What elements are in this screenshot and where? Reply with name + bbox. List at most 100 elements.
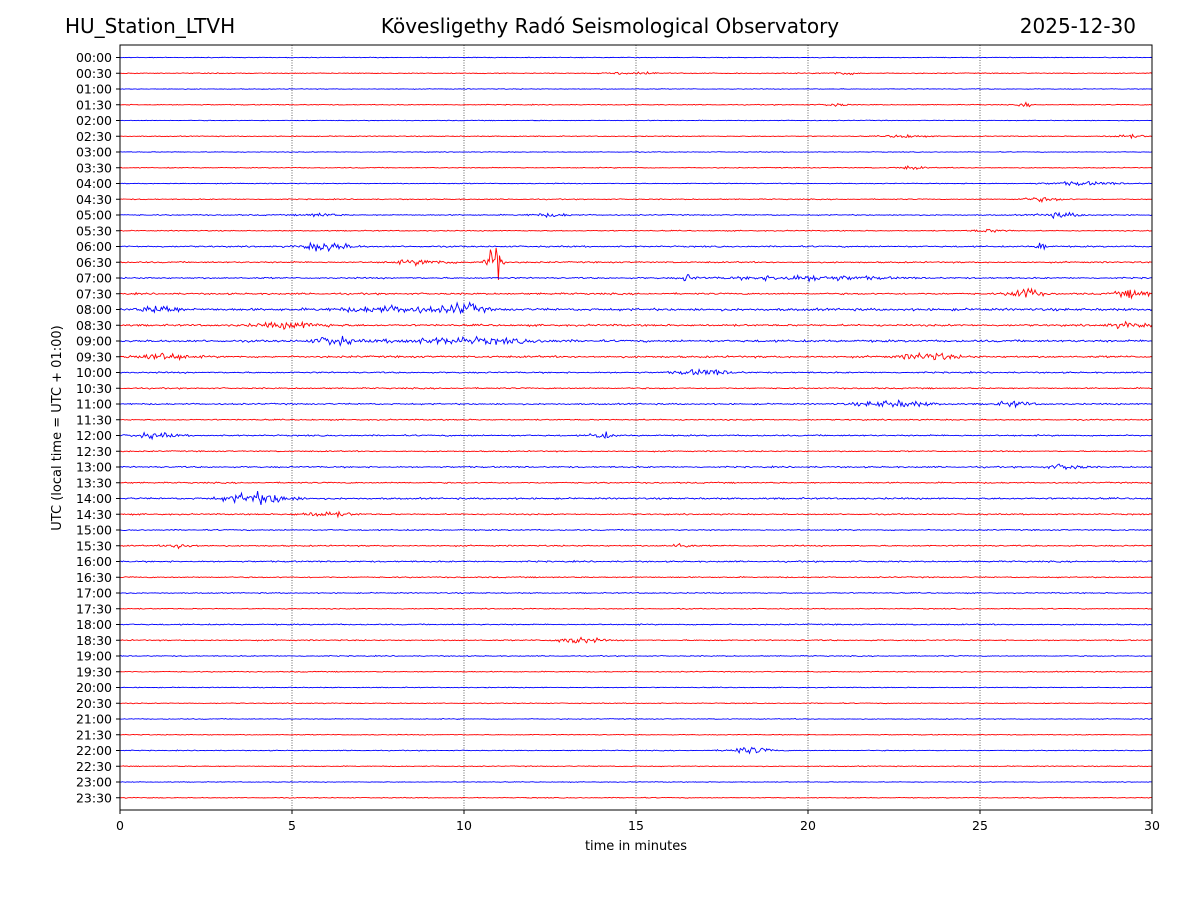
trace-1600 [119,559,1153,564]
trace-2200 [119,746,1153,755]
y-tick-label: 13:00 [76,460,112,475]
trace-2330 [119,796,1153,799]
trace-1230 [119,449,1153,453]
trace-1900 [119,654,1153,658]
y-tick-label: 19:30 [76,664,112,679]
y-tick-label: 10:00 [76,365,112,380]
y-tick-label: 15:30 [76,538,112,553]
x-tick-label: 30 [1144,818,1160,833]
x-tick-label: 10 [456,818,472,833]
trace-2000 [119,686,1153,689]
trace-0830 [119,320,1153,331]
y-axis-label: UTC (local time = UTC + 01:00) [50,325,65,530]
x-tick-label: 20 [800,818,816,833]
y-tick-label: 23:30 [76,790,112,805]
x-tick-label: 0 [116,818,124,833]
x-axis-ticks: 0 5 10 15 20 25 30 [116,810,1160,833]
y-tick-label: 18:00 [76,617,112,632]
y-tick-label: 01:30 [76,97,112,112]
trace-1400 [119,491,1153,505]
y-tick-label: 21:00 [76,712,112,727]
y-tick-label: 05:00 [76,208,112,223]
trace-1930 [119,670,1153,673]
trace-1800 [119,623,1153,626]
trace-0000 [119,56,1153,59]
trace-0630 [119,247,1153,280]
y-tick-label: 20:30 [76,696,112,711]
trace-0130 [119,101,1153,108]
trace-1330 [119,481,1153,485]
trace-1530 [119,542,1153,550]
y-tick-label: 08:00 [76,302,112,317]
trace-0030 [119,71,1153,76]
y-tick-label: 00:00 [76,50,112,65]
trace-0200 [119,119,1153,122]
y-tick-label: 13:30 [76,475,112,490]
seismic-traces [119,56,1153,799]
trace-1030 [119,386,1153,390]
trace-1730 [119,607,1153,610]
y-tick-label: 05:30 [76,223,112,238]
y-tick-label: 10:30 [76,381,112,396]
y-tick-label: 20:00 [76,680,112,695]
y-tick-label: 15:00 [76,523,112,538]
trace-2030 [119,702,1153,705]
y-tick-label: 04:30 [76,192,112,207]
trace-1630 [119,575,1153,579]
y-tick-label: 06:30 [76,255,112,270]
trace-1500 [119,528,1152,532]
trace-1700 [120,591,1153,595]
y-tick-label: 07:00 [76,271,112,286]
trace-0330 [119,165,1153,171]
x-tick-label: 5 [288,818,296,833]
y-tick-label: 09:30 [76,349,112,364]
y-tick-label: 09:00 [76,334,112,349]
trace-1430 [119,510,1153,519]
y-tick-label: 23:00 [76,775,112,790]
trace-1100 [119,399,1153,409]
trace-0700 [119,273,1153,283]
trace-0930 [119,351,1153,362]
y-tick-label: 11:00 [76,397,112,412]
observatory-title: Kövesligethy Radó Seismological Observat… [380,14,840,38]
trace-0100 [119,88,1153,90]
y-tick-label: 16:30 [76,570,112,585]
trace-2100 [119,717,1153,721]
trace-0230 [119,133,1153,140]
x-tick-label: 25 [972,818,988,833]
y-tick-label: 03:30 [76,160,112,175]
trace-0430 [119,197,1153,204]
y-tick-label: 12:30 [76,444,112,459]
y-tick-label: 00:30 [76,66,112,81]
station-name: HU_Station_LTVH [65,14,236,38]
trace-0730 [119,287,1153,300]
y-tick-label: 21:30 [76,727,112,742]
y-tick-label: 07:30 [76,286,112,301]
trace-0900 [119,335,1153,347]
y-tick-label: 17:30 [76,601,112,616]
trace-0500 [119,211,1153,220]
trace-0530 [119,228,1153,234]
y-axis-ticks: 00:0000:3001:0001:3002:0002:3003:0003:30… [76,50,120,805]
trace-2130 [119,733,1153,736]
trace-0300 [119,151,1153,153]
y-tick-label: 12:00 [76,428,112,443]
x-tick-label: 15 [628,818,644,833]
trace-0800 [119,301,1153,315]
y-tick-label: 03:00 [76,145,112,160]
trace-1200 [119,431,1153,441]
trace-0600 [119,241,1153,253]
y-tick-label: 02:30 [76,129,112,144]
record-date: 2025-12-30 [1019,14,1136,38]
y-tick-label: 19:00 [76,649,112,664]
y-tick-label: 04:00 [76,176,112,191]
y-tick-label: 17:00 [76,586,112,601]
y-tick-label: 11:30 [76,412,112,427]
vertical-gridlines [291,45,981,810]
y-tick-label: 18:30 [76,633,112,648]
y-tick-label: 08:30 [76,318,112,333]
y-tick-label: 01:00 [76,82,112,97]
y-tick-label: 06:00 [76,239,112,254]
trace-1130 [119,418,1153,422]
